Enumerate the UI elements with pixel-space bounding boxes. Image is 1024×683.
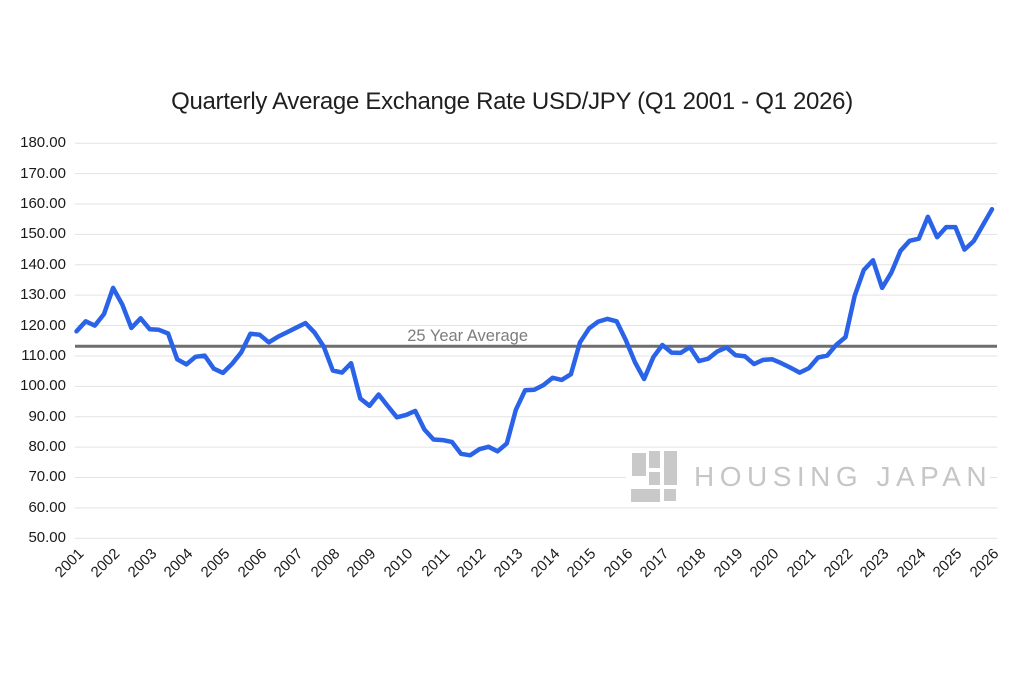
y-axis-label: 70.00 — [28, 468, 66, 486]
y-axis-label: 80.00 — [28, 438, 66, 456]
y-axis-label: 160.00 — [20, 195, 66, 213]
y-axis-label: 150.00 — [20, 225, 66, 243]
watermark-text: HOUSING JAPAN — [694, 461, 993, 492]
housing-japan-logo-icon — [631, 451, 678, 503]
y-axis-label: 170.00 — [20, 164, 66, 182]
y-axis-label: 180.00 — [20, 134, 66, 152]
housing-japan-watermark: HOUSING JAPAN — [626, 448, 990, 506]
y-axis-label: 60.00 — [28, 498, 66, 516]
y-axis-label: 140.00 — [20, 255, 66, 273]
series-line — [74, 206, 995, 458]
chart-title: Quarterly Average Exchange Rate USD/JPY … — [171, 88, 853, 115]
y-axis-label: 50.00 — [28, 529, 66, 547]
y-axis-label: 120.00 — [20, 316, 66, 334]
y-axis-label: 100.00 — [20, 377, 66, 395]
y-axis-label: 130.00 — [20, 286, 66, 304]
y-axis-label: 90.00 — [28, 407, 66, 425]
reference-line-label: 25 Year Average — [407, 327, 528, 345]
y-axis-label: 110.00 — [21, 346, 66, 364]
